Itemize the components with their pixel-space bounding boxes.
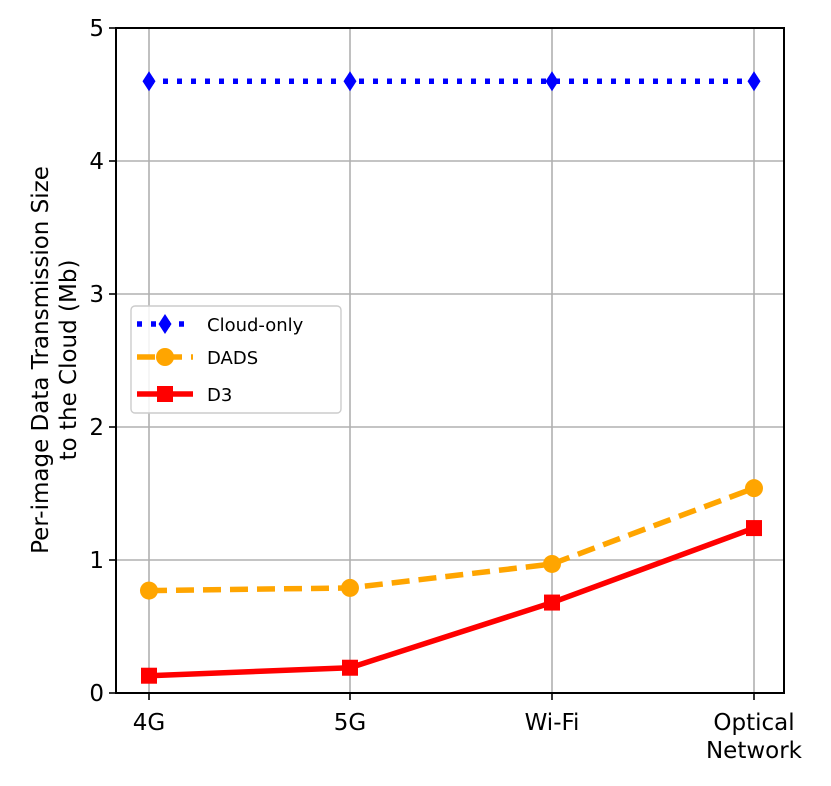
legend-label: Cloud-only [207, 315, 304, 336]
series-cloud-only [142, 71, 761, 92]
y-tick-label: 2 [89, 415, 104, 441]
data-point [142, 71, 156, 92]
y-tick-label: 3 [89, 282, 104, 308]
x-tick-label: 5G [334, 710, 366, 736]
data-point [747, 71, 761, 92]
legend-marker [157, 386, 173, 402]
x-tick-label: 4G [133, 710, 165, 736]
legend-box [130, 305, 342, 414]
data-point [746, 520, 762, 537]
y-tick-label: 5 [89, 16, 104, 42]
plot-frame [115, 27, 785, 694]
data-point [141, 667, 157, 684]
data-point [745, 479, 763, 498]
data-point [544, 594, 560, 611]
y-tick-label: 0 [89, 681, 104, 707]
data-point [341, 578, 359, 597]
x-tick-label: Optical Network [706, 710, 803, 764]
legend-marker [156, 348, 174, 366]
series-d3 [141, 520, 762, 684]
data-point [545, 71, 559, 92]
data-point [343, 71, 357, 92]
data-point [140, 581, 158, 600]
data-point [543, 554, 561, 573]
series-line [148, 485, 755, 594]
data-point [342, 659, 358, 676]
legend-label: D3 [207, 385, 232, 406]
series-line [148, 525, 755, 679]
series-layer [140, 71, 763, 684]
x-tick-label: Wi-Fi [525, 710, 580, 736]
series-dads [140, 479, 763, 600]
y-tick-label: 1 [89, 548, 104, 574]
legend-item: Cloud-only [137, 314, 304, 336]
legend-marker [158, 314, 172, 334]
y-tick-label: 4 [89, 149, 104, 175]
axis-ticks: 0 1 2 3 4 5 4G 5G Wi-Fi Optical Network [89, 16, 802, 764]
legend: Cloud-only DADS D3 [130, 305, 342, 414]
legend-label: DADS [207, 348, 258, 369]
y-axis-label: Per-image Data Transmission Sizeto the C… [28, 166, 82, 554]
legend-item: D3 [137, 385, 232, 406]
legend-item: DADS [137, 348, 258, 369]
